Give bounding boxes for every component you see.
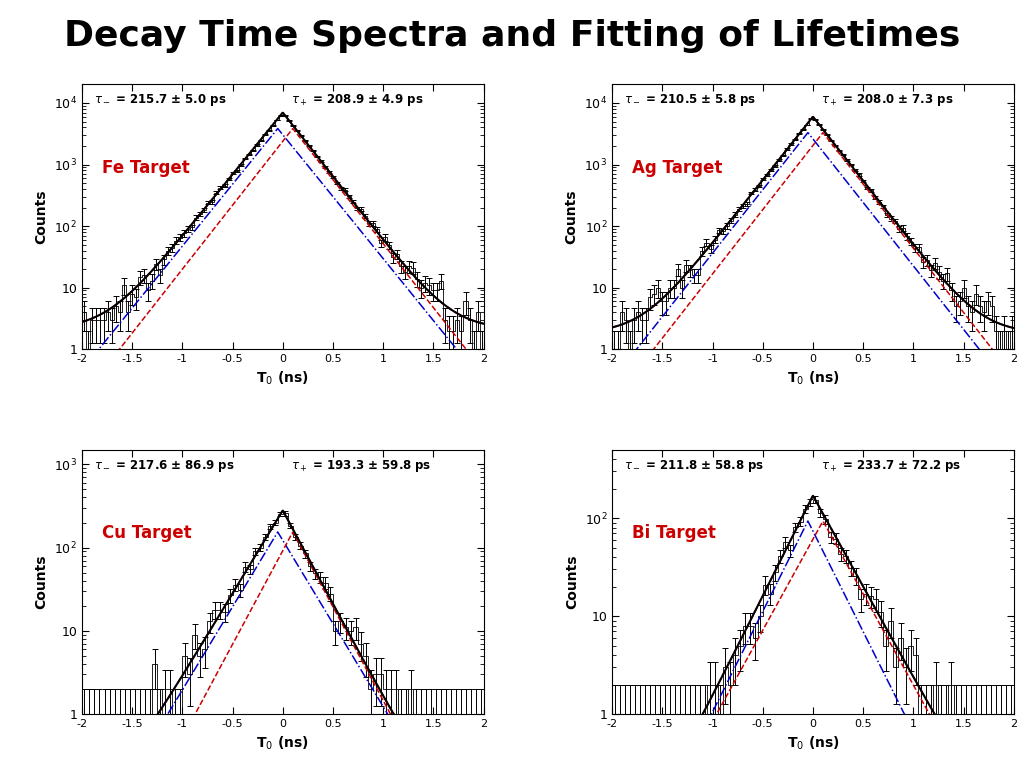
X-axis label: T$_0$ (ns): T$_0$ (ns) xyxy=(786,735,840,752)
Text: Ag Target: Ag Target xyxy=(632,158,723,177)
Text: Decay Time Spectra and Fitting of Lifetimes: Decay Time Spectra and Fitting of Lifeti… xyxy=(63,19,961,53)
Y-axis label: Counts: Counts xyxy=(35,554,48,609)
Text: $\tau_-$ = 217.6 ± 86.9 ps: $\tau_-$ = 217.6 ± 86.9 ps xyxy=(94,458,234,474)
X-axis label: T$_0$ (ns): T$_0$ (ns) xyxy=(786,369,840,387)
Text: $\tau_-$ = 215.7 ± 5.0 ps: $\tau_-$ = 215.7 ± 5.0 ps xyxy=(94,92,226,108)
Text: Cu Target: Cu Target xyxy=(102,524,191,541)
Text: $\tau_-$ = 210.5 ± 5.8 ps: $\tau_-$ = 210.5 ± 5.8 ps xyxy=(625,92,757,108)
Text: Fe Target: Fe Target xyxy=(102,158,189,177)
Y-axis label: Counts: Counts xyxy=(564,190,579,244)
X-axis label: T$_0$ (ns): T$_0$ (ns) xyxy=(256,735,309,752)
Y-axis label: Counts: Counts xyxy=(35,190,48,244)
Text: Bi Target: Bi Target xyxy=(632,524,716,541)
X-axis label: T$_0$ (ns): T$_0$ (ns) xyxy=(256,369,309,387)
Text: $\tau_+$ = 233.7 ± 72.2 ps: $\tau_+$ = 233.7 ± 72.2 ps xyxy=(821,458,962,474)
Text: $\tau_-$ = 211.8 ± 58.8 ps: $\tau_-$ = 211.8 ± 58.8 ps xyxy=(625,458,764,474)
Text: $\tau_+$ = 208.0 ± 7.3 ps: $\tau_+$ = 208.0 ± 7.3 ps xyxy=(821,92,953,108)
Text: $\tau_+$ = 208.9 ± 4.9 ps: $\tau_+$ = 208.9 ± 4.9 ps xyxy=(291,92,423,108)
Text: $\tau_+$ = 193.3 ± 59.8 ps: $\tau_+$ = 193.3 ± 59.8 ps xyxy=(291,458,431,474)
Y-axis label: Counts: Counts xyxy=(565,554,579,609)
